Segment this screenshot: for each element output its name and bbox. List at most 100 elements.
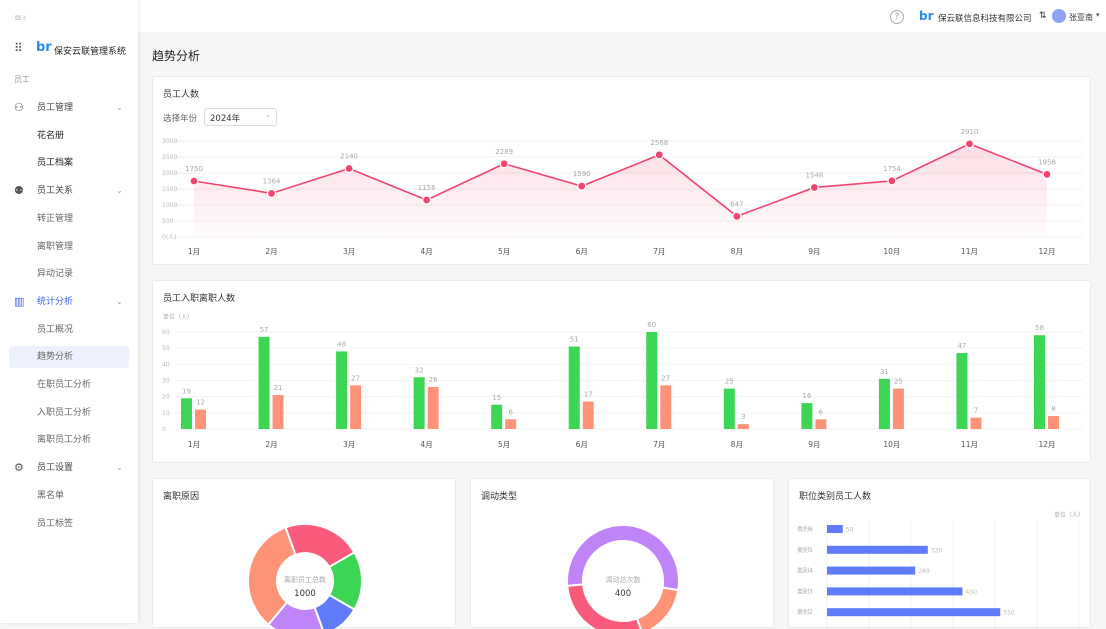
bar — [646, 332, 658, 429]
bar — [413, 377, 425, 429]
data-point — [577, 181, 587, 191]
y-tick-label: 类别6 — [797, 525, 813, 533]
line-area — [194, 143, 1047, 237]
data-point — [732, 211, 742, 221]
donut-slice — [247, 526, 297, 626]
transfer-type-donut — [566, 524, 680, 629]
x-tick-label: 11月 — [961, 247, 978, 256]
y-tick-label: 2000 — [162, 170, 177, 177]
sidebar-group-13[interactable]: ⚙ 员工设置 ⌄ — [0, 457, 138, 479]
sidebar-group-0[interactable]: ⚇ 员工管理 ⌄ — [0, 97, 138, 119]
x-tick-label: 9月 — [808, 440, 820, 449]
donut-center-value: 1000 — [294, 589, 316, 599]
job-category-card: 职位类别员工人数 单位（人） 类别6 50 类别5 320 类别4 280 类别3 430 类别… — [788, 478, 1091, 629]
bar — [1048, 416, 1059, 429]
bar-value-label: 16 — [802, 392, 811, 400]
x-tick-label: 3月 — [343, 440, 355, 449]
donut-slice — [566, 583, 642, 629]
bar-value-label: 280 — [918, 568, 930, 575]
bar — [660, 385, 672, 429]
sidebar-group-7[interactable]: ▥ 统计分析 ⌄ — [0, 291, 138, 313]
bar-value-label: 7 — [974, 407, 978, 415]
donut-center-label: 离职员工总数 — [284, 576, 326, 584]
year-filter-label: 选择年份 — [163, 114, 198, 124]
sidebar-item-2[interactable]: 员工档案 — [0, 152, 138, 174]
x-tick-label: 5月 — [498, 247, 510, 256]
sidebar-item-1[interactable]: 花名册 — [0, 125, 138, 147]
y-tick-label: 0 — [162, 426, 166, 433]
page-title: 趋势分析 — [152, 49, 201, 63]
help-icon[interactable]: ? — [890, 10, 904, 24]
sidebar-item-11[interactable]: 入职员工分析 — [0, 402, 138, 424]
sidebar-item-6[interactable]: 异动记录 — [0, 263, 138, 285]
apps-grid-icon[interactable]: ⠿ — [14, 41, 23, 55]
sidebar-item-label: 黑名单 — [37, 490, 65, 501]
chevron-down-icon: ⌄ — [116, 103, 123, 112]
sidebar-group-label: 员工关系 — [37, 186, 74, 197]
sidebar-item-label: 员工档案 — [37, 158, 74, 169]
horizontal-bar-chart: 类别6 50 类别5 320 类别4 280 类别3 430 类别2 550 — [797, 521, 1080, 629]
switch-company-icon[interactable]: ⇅ — [1039, 11, 1047, 21]
y-tick-label: 3000 — [162, 138, 177, 145]
company-name[interactable]: 保云联信息科技有限公司 — [938, 14, 1032, 24]
data-label: 2289 — [495, 148, 513, 156]
donut-center-value: 400 — [614, 589, 632, 599]
year-select-value: 2024年 — [210, 114, 241, 124]
sidebar-item-label: 入职员工分析 — [37, 407, 92, 418]
bar-value-label: 8 — [1051, 405, 1055, 413]
sidebar-item-8[interactable]: 员工概况 — [0, 319, 138, 341]
sidebar-group-3[interactable]: ⚉ 员工关系 ⌄ — [0, 180, 138, 202]
chevron-down-icon: ⌄ — [116, 463, 123, 473]
sidebar-item-4[interactable]: 转正管理 — [0, 208, 138, 230]
bar-value-label: 19 — [182, 387, 191, 395]
sidebar-item-5[interactable]: 离职管理 — [0, 236, 138, 258]
leave-reason-card: 离职原因 离职员工总数 1000 — [152, 478, 456, 629]
year-select[interactable]: 2024年 ⌄ — [204, 108, 277, 126]
bar-value-label: 17 — [584, 391, 593, 399]
data-label: 2910 — [961, 128, 979, 136]
bar — [582, 401, 594, 429]
data-point — [887, 176, 897, 186]
bar-value-label: 27 — [351, 374, 360, 382]
y-tick-label: 50 — [162, 345, 170, 352]
sidebar-item-15[interactable]: 员工标签 — [0, 513, 138, 535]
bar — [568, 346, 580, 429]
bar-value-label: 6 — [508, 408, 513, 416]
x-tick-label: 2月 — [265, 440, 277, 449]
sidebar-item-label: 离职管理 — [37, 241, 74, 252]
bar — [970, 417, 982, 429]
y-tick-label: 30 — [162, 378, 170, 385]
sidebar-item-label: 员工标签 — [37, 518, 74, 529]
bar-chart: 0 10 20 30 40 50 60 19 12 1月 57 21 2月 48 27 3月 32 26 4月 15 6… — [162, 321, 1083, 449]
card-title: 员工人数 — [163, 90, 200, 100]
data-label: 1156 — [418, 184, 436, 192]
sidebar-item-label: 转正管理 — [37, 213, 74, 224]
sidebar-item-14[interactable]: 黑名单 — [0, 485, 138, 507]
bar-value-label: 6 — [819, 408, 824, 416]
x-tick-label: 11月 — [961, 440, 978, 449]
bar — [827, 587, 963, 596]
data-label: 1548 — [805, 171, 823, 179]
card-title: 离职原因 — [163, 492, 200, 502]
bar-value-label: 58 — [1035, 324, 1044, 332]
data-point — [654, 150, 664, 160]
x-tick-label: 6月 — [576, 440, 588, 449]
collapse-menu-icon[interactable]: ≡‹ — [14, 13, 27, 24]
sidebar-item-12[interactable]: 离职员工分析 — [0, 429, 138, 451]
sidebar-item-9[interactable]: 趋势分析 — [9, 346, 129, 369]
sidebar-group-label: 员工管理 — [37, 103, 74, 113]
user-name[interactable]: 张亚南 — [1069, 13, 1093, 22]
chevron-down-icon[interactable]: ▾ — [1096, 11, 1100, 19]
sidebar-item-10[interactable]: 在职员工分析 — [0, 374, 138, 396]
bar-value-label: 550 — [1003, 610, 1015, 617]
data-label: 1754 — [883, 165, 901, 173]
bar — [956, 353, 968, 429]
y-tick-label: 1000 — [162, 202, 177, 209]
data-point — [499, 159, 509, 169]
data-point — [1042, 169, 1052, 179]
data-point — [189, 176, 199, 186]
chart-icon: ▥ — [14, 294, 25, 308]
y-tick-label: 500 — [162, 218, 174, 225]
avatar[interactable] — [1052, 9, 1066, 23]
x-tick-label: 1月 — [188, 440, 200, 449]
